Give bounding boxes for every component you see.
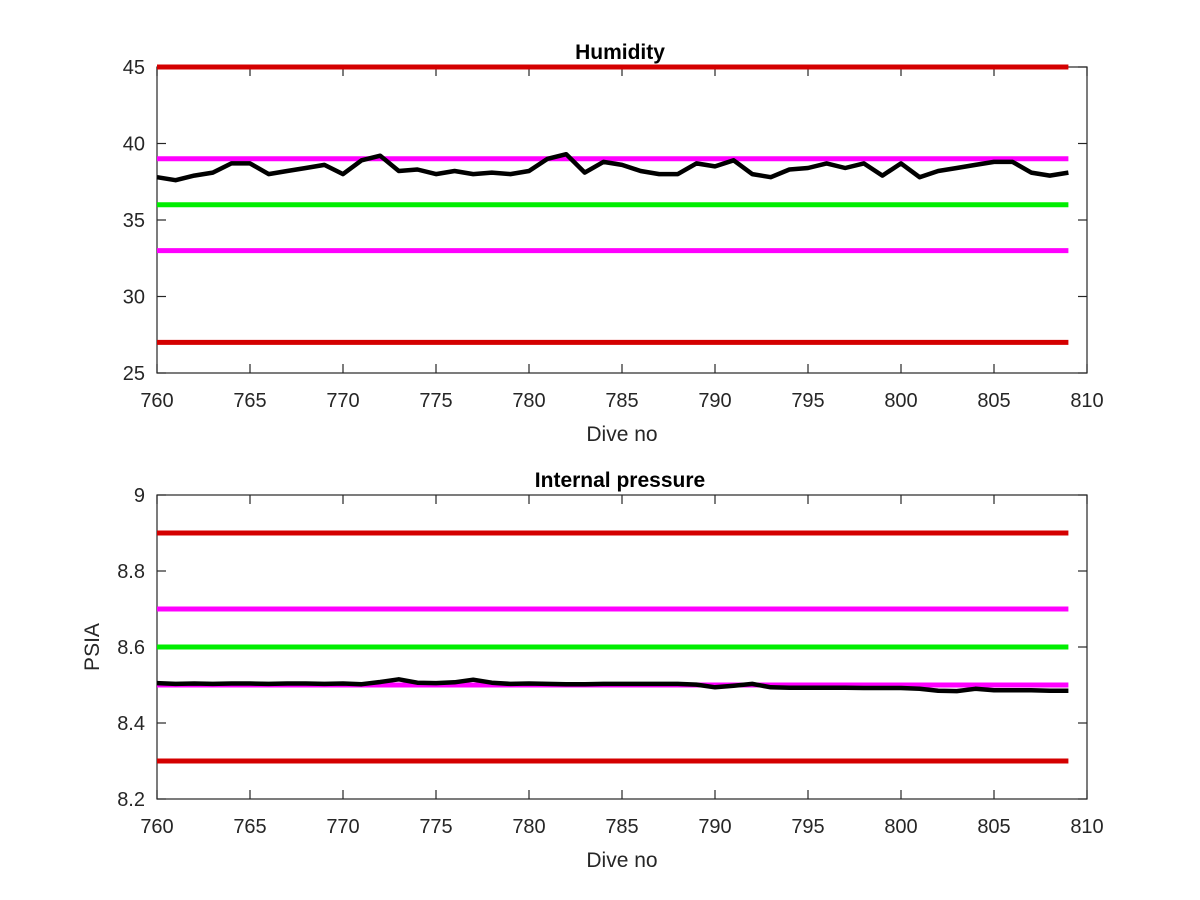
x-tick-label: 795 bbox=[791, 816, 824, 838]
y-tick-label: 35 bbox=[123, 210, 145, 232]
x-tick-label: 770 bbox=[326, 390, 359, 412]
y-tick-label: 9 bbox=[134, 485, 145, 507]
x-tick-label: 785 bbox=[605, 816, 638, 838]
x-tick-label: 785 bbox=[605, 390, 638, 412]
y-tick-label: 40 bbox=[123, 134, 145, 156]
x-tick-label: 790 bbox=[698, 816, 731, 838]
x-axis-label: Dive no bbox=[586, 423, 657, 446]
x-tick-label: 795 bbox=[791, 390, 824, 412]
x-tick-label: 805 bbox=[977, 390, 1010, 412]
axes-box bbox=[156, 66, 1088, 374]
x-tick-label: 800 bbox=[884, 816, 917, 838]
y-tick-label: 8.4 bbox=[117, 713, 145, 735]
x-tick-label: 760 bbox=[140, 816, 173, 838]
x-tick-label: 800 bbox=[884, 390, 917, 412]
series-line bbox=[156, 151, 1069, 183]
x-axis-label: Dive no bbox=[586, 849, 657, 872]
x-tick-label: 810 bbox=[1070, 390, 1103, 412]
y-tick-label: 30 bbox=[123, 287, 145, 309]
x-tick-label: 790 bbox=[698, 390, 731, 412]
chart-title: Internal pressure bbox=[535, 469, 705, 492]
x-tick-label: 805 bbox=[977, 816, 1010, 838]
x-tick-label: 810 bbox=[1070, 816, 1103, 838]
x-tick-label: 775 bbox=[419, 816, 452, 838]
chart-title: Humidity bbox=[575, 41, 665, 64]
y-axis-label: PSIA bbox=[81, 623, 104, 671]
y-tick-label: 25 bbox=[123, 363, 145, 385]
y-tick-label: 8.2 bbox=[117, 789, 145, 811]
x-tick-label: 770 bbox=[326, 816, 359, 838]
x-tick-label: 780 bbox=[512, 816, 545, 838]
x-tick-label: 775 bbox=[419, 390, 452, 412]
x-tick-label: 780 bbox=[512, 390, 545, 412]
x-tick-label: 765 bbox=[233, 390, 266, 412]
chart-panel-humidity: 760 765 770 775 780 785 790 795 800 805 810 25 30 35 4… bbox=[123, 41, 1104, 446]
x-tick-label: 765 bbox=[233, 816, 266, 838]
series-line bbox=[156, 677, 1069, 694]
y-tick-label: 8.8 bbox=[117, 561, 145, 583]
y-tick-label: 45 bbox=[123, 57, 145, 79]
x-tick-label: 760 bbox=[140, 390, 173, 412]
chart-panel-pressure: 760 765 770 775 780 785 790 795 800 805 810 8.2 8.4 8… bbox=[81, 469, 1104, 872]
y-tick-label: 8.6 bbox=[117, 637, 145, 659]
